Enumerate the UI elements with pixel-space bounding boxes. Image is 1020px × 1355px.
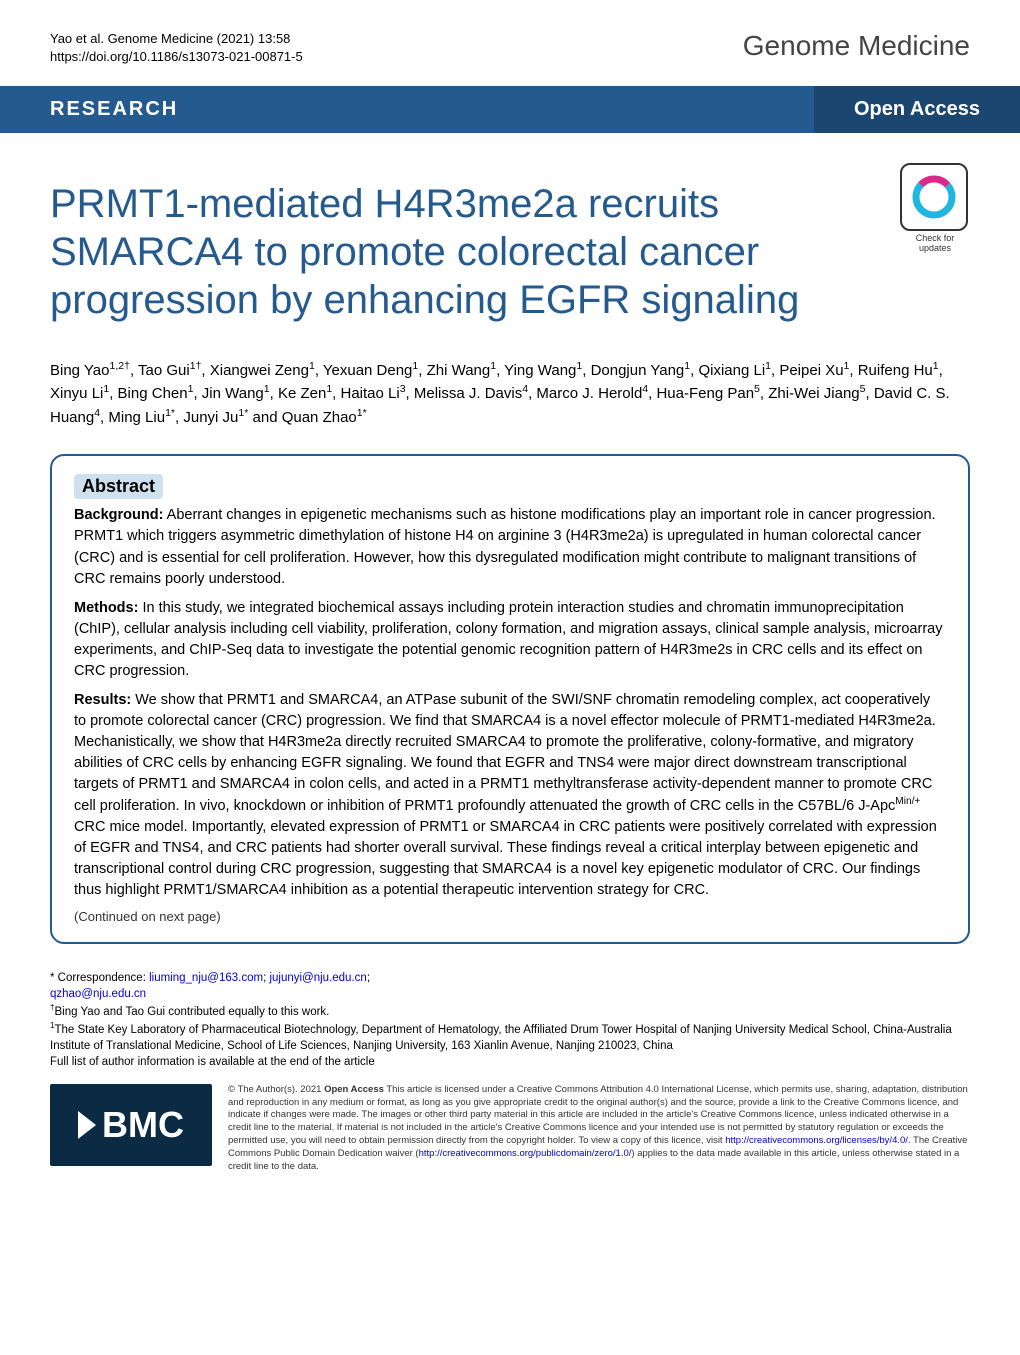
abstract-results: Results: We show that PRMT1 and SMARCA4,… bbox=[74, 690, 946, 901]
correspondence-label: * Correspondence: bbox=[50, 972, 149, 984]
article-type-banner: RESEARCH Open Access bbox=[0, 86, 1020, 133]
full-affiliation-note: Full list of author information is avail… bbox=[50, 1054, 970, 1070]
continued-note: (Continued on next page) bbox=[74, 909, 946, 924]
abstract-results-text: We show that PRMT1 and SMARCA4, an ATPas… bbox=[74, 692, 937, 898]
abstract-background: Background: Aberrant changes in epigenet… bbox=[74, 505, 946, 589]
citation: Yao et al. Genome Medicine (2021) 13:58 … bbox=[50, 30, 303, 66]
license-text: © The Author(s). 2021 Open Access This a… bbox=[228, 1084, 970, 1174]
journal-name: Genome Medicine bbox=[743, 30, 970, 62]
affiliation-text: The State Key Laboratory of Pharmaceutic… bbox=[50, 1024, 952, 1052]
license-pre: © The Author(s). 2021 bbox=[228, 1084, 324, 1095]
abstract-heading: Abstract bbox=[74, 474, 163, 499]
article-type: RESEARCH bbox=[0, 86, 814, 133]
bmc-label: BMC bbox=[102, 1104, 184, 1146]
check-updates-icon bbox=[900, 163, 968, 231]
correspondence-block: * Correspondence: liuming_nju@163.com; j… bbox=[0, 964, 1020, 1070]
check-updates-label: Check for updates bbox=[900, 233, 970, 253]
license-link-1[interactable]: http://creativecommons.org/licenses/by/4… bbox=[725, 1135, 908, 1146]
article-title: PRMT1-mediated H4R3me2a recruits SMARCA4… bbox=[50, 180, 900, 324]
correspondence-email-3[interactable]: qzhao@nju.edu.cn bbox=[50, 988, 146, 1000]
check-updates-widget[interactable]: Check for updates bbox=[900, 163, 970, 253]
authors: Bing Yao1,2†, Tao Gui1†, Xiangwei Zeng1,… bbox=[0, 351, 1020, 430]
header: Yao et al. Genome Medicine (2021) 13:58 … bbox=[0, 0, 1020, 76]
footer: BMC © The Author(s). 2021 Open Access Th… bbox=[0, 1070, 1020, 1204]
equal-contribution-text: Bing Yao and Tao Gui contributed equally… bbox=[54, 1006, 329, 1018]
abstract-box: Abstract Background: Aberrant changes in… bbox=[50, 454, 970, 943]
bmc-logo: BMC bbox=[50, 1084, 212, 1166]
correspondence-line: * Correspondence: liuming_nju@163.com; j… bbox=[50, 970, 970, 986]
license-open-access: Open Access bbox=[324, 1084, 384, 1095]
citation-line1: Yao et al. Genome Medicine (2021) 13:58 bbox=[50, 30, 303, 48]
equal-contribution: †Bing Yao and Tao Gui contributed equall… bbox=[50, 1002, 970, 1020]
abstract-background-label: Background: bbox=[74, 507, 163, 523]
citation-line2: https://doi.org/10.1186/s13073-021-00871… bbox=[50, 48, 303, 66]
open-access-badge: Open Access bbox=[814, 86, 1020, 133]
abstract-methods-text: In this study, we integrated biochemical… bbox=[74, 600, 942, 679]
abstract-methods: Methods: In this study, we integrated bi… bbox=[74, 598, 946, 682]
correspondence-email-2[interactable]: jujunyi@nju.edu.cn bbox=[269, 972, 366, 984]
title-row: PRMT1-mediated H4R3me2a recruits SMARCA4… bbox=[0, 133, 1020, 351]
abstract-methods-label: Methods: bbox=[74, 600, 138, 616]
abstract-background-text: Aberrant changes in epigenetic mechanism… bbox=[74, 507, 936, 586]
correspondence-email-1[interactable]: liuming_nju@163.com bbox=[149, 972, 263, 984]
bmc-chevron-icon bbox=[78, 1111, 96, 1139]
license-link-2[interactable]: http://creativecommons.org/publicdomain/… bbox=[419, 1148, 632, 1159]
affiliation-1: 1The State Key Laboratory of Pharmaceuti… bbox=[50, 1020, 970, 1054]
abstract-results-label: Results: bbox=[74, 692, 131, 708]
